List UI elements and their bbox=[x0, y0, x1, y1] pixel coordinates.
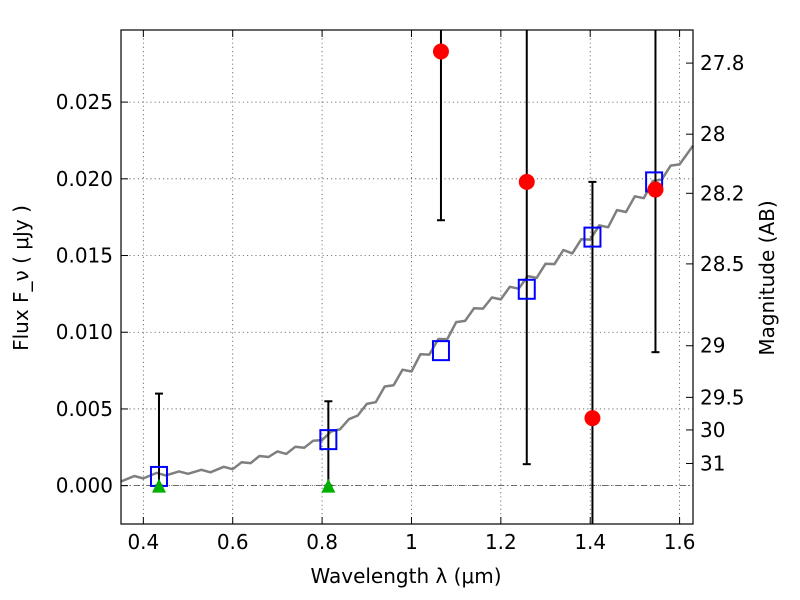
y-tick-label: 0.020 bbox=[56, 167, 113, 191]
detection-circle bbox=[584, 410, 601, 427]
model-flux-square bbox=[583, 226, 602, 248]
x-tick-label: 0.6 bbox=[217, 530, 249, 554]
error-bars bbox=[154, 30, 660, 524]
y-tick-label: 0.025 bbox=[56, 90, 113, 114]
plot-frame bbox=[120, 29, 694, 525]
y-axis-title: Flux F_ν ( μJy ) bbox=[9, 205, 33, 351]
x-tick-label: 1 bbox=[405, 530, 418, 554]
x-axis-title: Wavelength λ (μm) bbox=[310, 564, 501, 588]
magnitude-axis-title: Magnitude (AB) bbox=[755, 200, 779, 355]
model-spectrum-line bbox=[120, 144, 695, 483]
x-tick-label: 1.4 bbox=[574, 530, 606, 554]
data-markers bbox=[149, 43, 664, 493]
detection-circle bbox=[518, 173, 535, 190]
detection-circle bbox=[432, 43, 449, 60]
y-tick-label: 0.000 bbox=[56, 474, 113, 498]
magnitude-tick-label: 28 bbox=[700, 122, 725, 146]
x-tick-label: 0.8 bbox=[306, 530, 338, 554]
grid-lines bbox=[121, 30, 693, 524]
model-flux-square bbox=[431, 340, 450, 362]
y-tick-label: 0.015 bbox=[56, 244, 113, 268]
y-tick-label: 0.005 bbox=[56, 397, 113, 421]
magnitude-tick-label: 31 bbox=[700, 451, 725, 475]
model-flux-square bbox=[517, 278, 536, 300]
model-spectrum bbox=[120, 144, 695, 483]
detection-circle bbox=[647, 181, 664, 198]
y-axis-ticks: 0.000 0.005 0.010 0.015 0.020 0.025 bbox=[56, 90, 128, 498]
magnitude-tick-label: 30 bbox=[700, 418, 725, 442]
x-tick-label: 1.2 bbox=[485, 530, 517, 554]
upper-limit-triangle bbox=[321, 478, 336, 493]
upper-limit-triangle bbox=[151, 478, 166, 493]
x-axis-ticks: 0.4 0.6 0.8 1 1.2 1.4 1.6 bbox=[127, 30, 696, 554]
magnitude-axis-ticks: 27.8 28 28.2 28.5 29 29.5 30 31 bbox=[686, 51, 745, 475]
y-tick-label: 0.010 bbox=[56, 320, 113, 344]
magnitude-tick-label: 28.5 bbox=[700, 252, 745, 276]
magnitude-tick-label: 29 bbox=[700, 334, 725, 358]
magnitude-tick-label: 29.5 bbox=[700, 385, 745, 409]
magnitude-tick-label: 28.2 bbox=[700, 181, 745, 205]
magnitude-tick-label: 27.8 bbox=[700, 51, 745, 75]
model-flux-square bbox=[319, 429, 338, 451]
x-tick-label: 0.4 bbox=[127, 530, 159, 554]
x-tick-label: 1.6 bbox=[664, 530, 696, 554]
